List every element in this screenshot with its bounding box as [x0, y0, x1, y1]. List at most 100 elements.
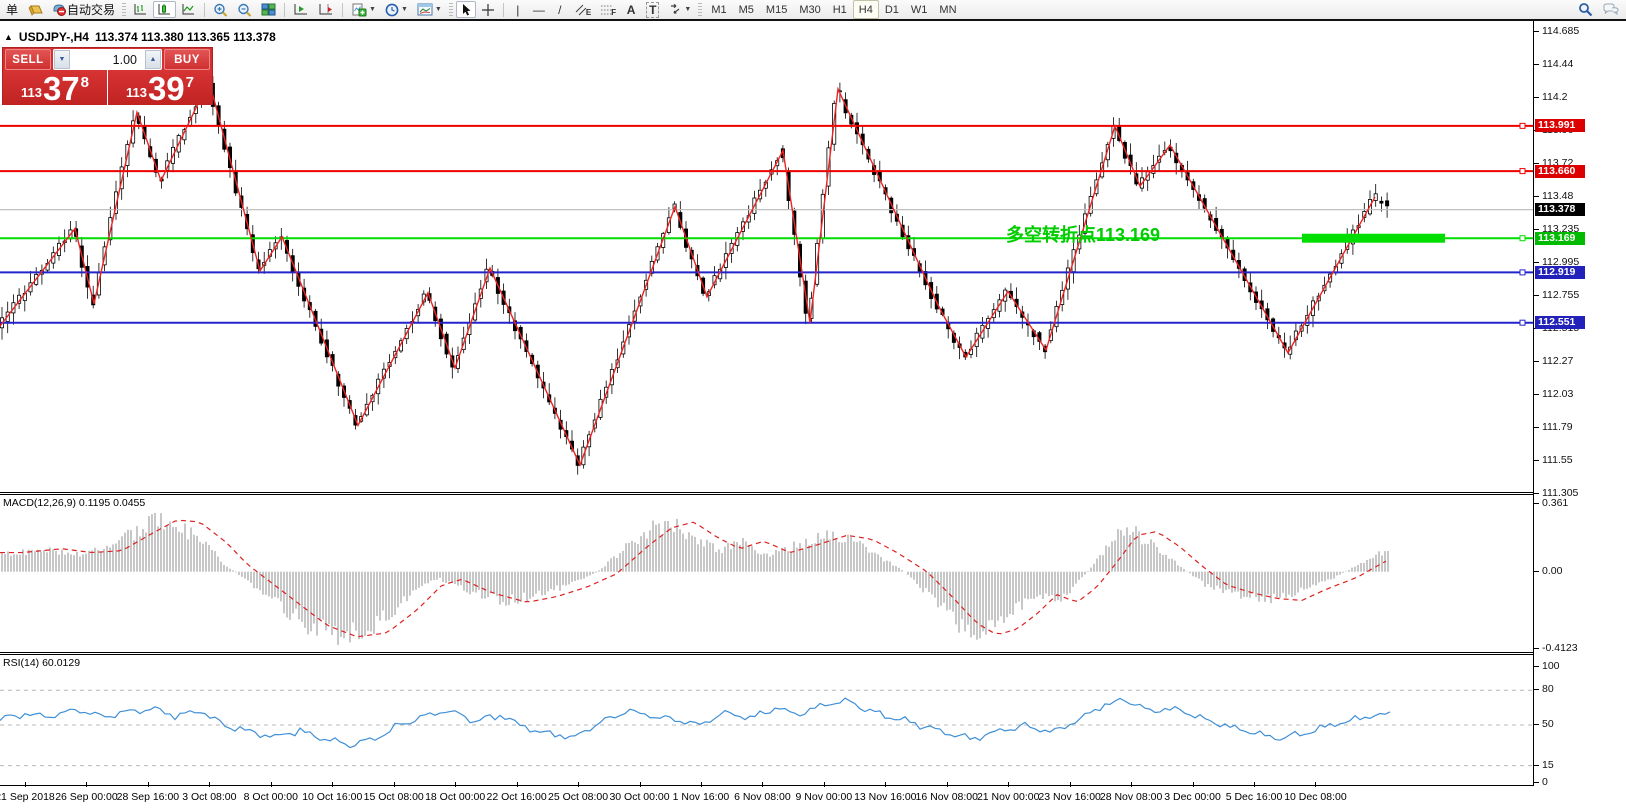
time-tick-mark: [1254, 782, 1255, 787]
price-level-badge: 112.919: [1535, 265, 1585, 279]
time-tick-mark: [25, 782, 26, 787]
time-tick-label: 23 Nov 16:00: [1038, 791, 1101, 803]
timeframe-button-m5[interactable]: M5: [738, 3, 754, 16]
time-tick-mark: [1008, 782, 1010, 787]
crosshair-tool-button[interactable]: [477, 1, 499, 18]
timeframe-button-d1[interactable]: D1: [884, 3, 899, 16]
main-price-chart[interactable]: [0, 21, 1533, 493]
timeframe-button-h4[interactable]: H4: [852, 0, 879, 19]
time-tick-label: 13 Nov 16:00: [854, 791, 917, 803]
cursor-tool-button[interactable]: [455, 1, 476, 18]
price-level-badge: 112.551: [1535, 316, 1585, 330]
rsi-tick-label: 100: [1534, 660, 1560, 672]
buy-price-display[interactable]: 113 39 7: [108, 70, 212, 105]
price-tick-label: 111.305: [1533, 486, 1579, 499]
macd-tick-label: -0.4123: [1534, 642, 1578, 654]
new-order-button[interactable]: 单: [2, 1, 22, 18]
vertical-line-icon: |: [516, 2, 520, 17]
vertical-line-tool-button[interactable]: |: [508, 1, 528, 18]
sell-button[interactable]: SELL: [5, 49, 51, 70]
time-tick-label: 1 Nov 16:00: [672, 791, 730, 803]
volume-decrease-button[interactable]: ▼: [54, 50, 70, 69]
time-tick-label: 3 Oct 08:00: [182, 791, 237, 803]
zoom-out-button[interactable]: [233, 1, 256, 18]
zoom-in-button[interactable]: [209, 1, 232, 18]
trendline-tool-button[interactable]: /: [550, 1, 570, 18]
horizontal-line-tool-button[interactable]: —: [529, 1, 549, 18]
toolbar-drag-handle[interactable]: [698, 2, 703, 17]
line-chart-type-button[interactable]: [177, 1, 200, 18]
equidistant-channel-tool-button[interactable]: E: [571, 1, 595, 18]
new-order-icon-button[interactable]: [23, 1, 47, 18]
time-tick-mark: [332, 782, 334, 787]
indicators-button[interactable]: ▼: [347, 1, 380, 18]
time-tick-mark: [1192, 782, 1194, 787]
time-axis[interactable]: 21 Sep 2018 26 Sep 00:00 28 Sep 16:00 3 Oct…: [0, 782, 1533, 808]
volume-increase-button[interactable]: ▲: [145, 50, 161, 69]
chat-button[interactable]: [1598, 1, 1624, 18]
timeframe-button-m1[interactable]: M1: [711, 3, 727, 16]
search-button[interactable]: [1574, 1, 1597, 18]
indicators-icon: [352, 3, 367, 16]
time-tick-mark: [393, 782, 395, 787]
time-tick-mark: [86, 782, 88, 787]
price-tick-label: 114.2: [1534, 91, 1568, 104]
macd-indicator-panel[interactable]: MACD(12,26,9) 0.1195 0.0455: [0, 494, 1533, 653]
arrows-tool-icon: [671, 3, 680, 14]
time-tick-label: 15 Oct 08:00: [363, 791, 424, 803]
tile-windows-button[interactable]: [257, 1, 280, 18]
rsi-indicator-panel[interactable]: RSI(14) 60.0129: [0, 654, 1533, 786]
templates-button[interactable]: ▼: [413, 1, 446, 18]
volume-input[interactable]: 1.00: [70, 50, 145, 69]
buy-button[interactable]: BUY: [164, 49, 210, 70]
candlestick-chart-type-button[interactable]: [153, 1, 177, 18]
price-tick-label: 112.995: [1533, 255, 1580, 268]
price-tick-label: 112.755: [1533, 288, 1580, 301]
periods-dropdown-arrow[interactable]: ▼: [400, 6, 408, 13]
indicators-dropdown-arrow[interactable]: ▼: [369, 6, 376, 13]
symbol-period-label: USDJPY-,H4: [18, 30, 89, 44]
time-tick-mark: [578, 782, 580, 787]
time-tick-mark: [639, 782, 641, 787]
time-tick-label: 5 Dec 16:00: [1225, 791, 1283, 803]
time-tick-label: 22 Oct 16:00: [486, 791, 547, 803]
time-tick-mark: [946, 782, 948, 787]
rsi-tick-label: 50: [1534, 718, 1554, 730]
time-tick-mark: [823, 782, 825, 787]
rsi-tick-label: 15: [1534, 758, 1554, 771]
auto-scroll-button[interactable]: [289, 1, 313, 18]
collapse-trade-panel-arrow[interactable]: ▲: [4, 32, 13, 42]
trendline-icon: /: [558, 2, 562, 17]
toolbar-drag-handle[interactable]: [448, 2, 453, 17]
timeframe-button-w1[interactable]: W1: [910, 3, 928, 16]
periods-button[interactable]: ▼: [381, 1, 412, 18]
autotrading-button[interactable]: 自动交易: [48, 1, 119, 18]
crosshair-icon: [481, 3, 494, 16]
timeframe-button-m30[interactable]: M30: [799, 3, 821, 16]
time-tick-label: 8 Oct 00:00: [243, 791, 298, 803]
fibonacci-tool-button[interactable]: F: [596, 1, 620, 18]
timeframe-button-m15[interactable]: M15: [765, 3, 788, 16]
arrows-tool-button[interactable]: ▼: [664, 1, 695, 18]
toolbar-drag-handle[interactable]: [122, 2, 127, 17]
templates-dropdown-arrow[interactable]: ▼: [434, 6, 442, 13]
arrows-dropdown-arrow[interactable]: ▼: [684, 6, 692, 13]
label-tool-button[interactable]: T: [642, 1, 663, 18]
text-tool-button[interactable]: A: [621, 1, 641, 18]
time-tick-mark: [700, 782, 702, 787]
bar-chart-type-button[interactable]: [129, 1, 152, 18]
price-tick-label: 113.48: [1533, 189, 1574, 202]
sell-price-display[interactable]: 113 37 8: [3, 70, 107, 105]
price-level-badge: 113.378: [1535, 203, 1585, 217]
timeframe-strip: M1 M5 M15 M30 H1 H4 D1 W1 MN: [705, 0, 962, 19]
toolbar-separator: [204, 2, 206, 17]
macd-tick-label: 0.00: [1533, 564, 1563, 577]
timeframe-button-h1[interactable]: H1: [832, 3, 847, 16]
timeframe-button-mn[interactable]: MN: [939, 3, 957, 16]
macd-tick-label: 0.361: [1533, 497, 1569, 509]
fibonacci-icon: [601, 5, 613, 14]
ohlc-values: 113.374 113.380 113.365 113.378: [94, 30, 276, 44]
chat-bubbles-icon: [1603, 3, 1619, 15]
chart-shift-button[interactable]: [314, 1, 338, 18]
price-axis[interactable]: 114.685114.44114.2113.96113.72113.48113.…: [1533, 21, 1626, 788]
